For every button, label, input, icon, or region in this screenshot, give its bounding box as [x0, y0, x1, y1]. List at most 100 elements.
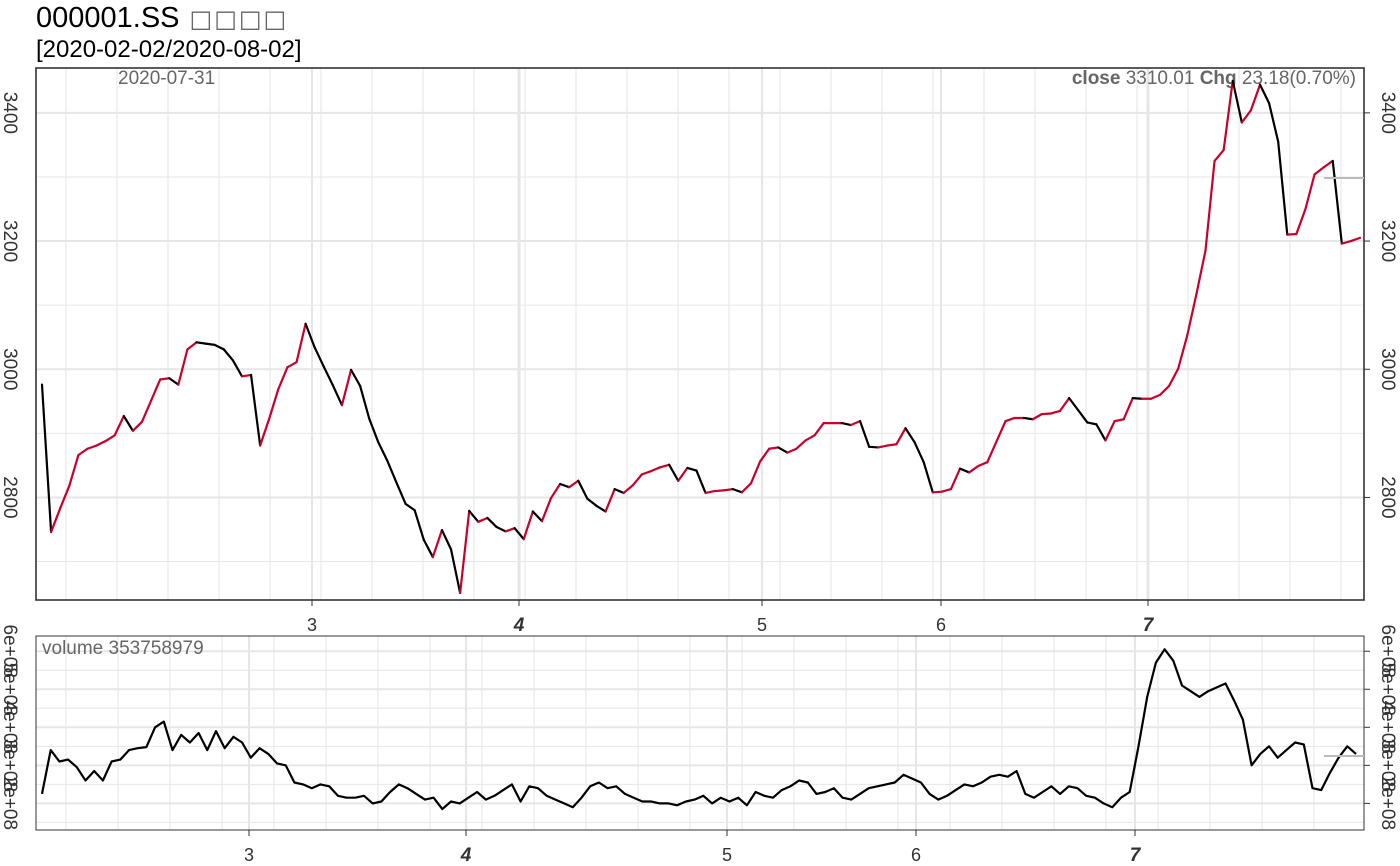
- price-legend: close 3310.01 Chg 23.18(0.70%): [1072, 68, 1356, 89]
- volume-ytick-right-4: 2e+08: [1377, 777, 1398, 830]
- price-segment: [140, 399, 153, 423]
- price-segment: [1295, 207, 1307, 236]
- price-segment: [1204, 159, 1216, 252]
- price-y-axis-right: 2800 3000 3200 3400: [1364, 92, 1398, 519]
- price-ytick-right-2800: 2800: [1377, 476, 1398, 518]
- price-segment: [958, 467, 971, 474]
- price-segment: [477, 516, 489, 523]
- price-segment: [713, 489, 725, 493]
- price-segment: [504, 527, 516, 533]
- price-segment: [1231, 79, 1243, 124]
- price-segment: [131, 420, 144, 432]
- price-segment: [49, 507, 62, 534]
- price-segment: [1040, 412, 1053, 416]
- chg-value: 23.18(0.70%): [1242, 68, 1356, 89]
- price-segment: [468, 509, 480, 523]
- price-series: [40, 79, 1362, 595]
- price-segment: [322, 365, 334, 387]
- price-segment: [977, 461, 989, 468]
- price-segment: [813, 421, 825, 437]
- price-segment: [686, 466, 698, 472]
- volume-series-line: [40, 648, 1357, 811]
- price-segment: [1286, 232, 1298, 236]
- price-ytick-left-3200: 3200: [0, 220, 20, 262]
- price-segment: [86, 444, 98, 450]
- price-segment: [77, 447, 89, 457]
- price-segment: [1131, 396, 1143, 400]
- price-segment: [368, 417, 380, 444]
- price-segment: [295, 322, 307, 364]
- price-segment: [495, 525, 507, 533]
- price-segment: [1158, 384, 1171, 396]
- price-segment: [395, 481, 407, 505]
- price-segment: [858, 420, 871, 448]
- price-segment: [986, 440, 998, 464]
- price-segment: [268, 388, 280, 420]
- price-segment: [804, 434, 816, 442]
- price-segment: [604, 488, 616, 513]
- price-segment: [240, 373, 253, 378]
- price-segment: [777, 446, 789, 454]
- price-segment: [449, 548, 462, 595]
- volume-x-axis: 3 4 5 6 7: [244, 830, 1142, 866]
- price-segment: [749, 460, 762, 485]
- price-segment: [231, 359, 244, 378]
- price-segment: [568, 479, 580, 489]
- price-segment: [1277, 140, 1289, 236]
- price-segment: [331, 384, 344, 407]
- price-segment: [849, 420, 862, 427]
- price-segment: [377, 441, 389, 463]
- price-y-axis-left: 2800 3000 3200 3400: [0, 92, 20, 519]
- chg-label: Chg: [1200, 68, 1237, 89]
- price-segment: [159, 377, 171, 381]
- volume-ytick-right-0: 6e+08: [1377, 625, 1398, 678]
- price-segment: [386, 459, 398, 484]
- price-segment: [622, 484, 634, 495]
- price-segment: [540, 496, 553, 523]
- price-ytick-right-3200: 3200: [1377, 220, 1398, 262]
- price-segment: [995, 420, 1007, 443]
- price-segment: [277, 366, 289, 391]
- price-xtick-4: 4: [513, 615, 525, 636]
- chart-title: 000001.SS □□□□: [36, 2, 288, 35]
- price-segment: [286, 361, 298, 369]
- price-segment: [149, 378, 162, 402]
- volume-xtick-7: 7: [1130, 845, 1142, 866]
- volume-ytick-left-0: 6e+08: [0, 625, 20, 678]
- price-segment: [1222, 79, 1234, 152]
- price-segment: [795, 439, 807, 450]
- price-segment: [304, 322, 316, 349]
- price-xtick-7: 7: [1143, 615, 1155, 636]
- price-segment: [1240, 109, 1253, 124]
- price-xtick-5: 5: [757, 615, 767, 635]
- price-segment: [658, 463, 671, 469]
- price-ytick-right-3000: 3000: [1377, 348, 1398, 390]
- price-segment: [1049, 409, 1062, 415]
- price-segment: [1322, 159, 1334, 169]
- volume-ytick-right-3: 3e+08: [1377, 739, 1398, 792]
- price-segment: [559, 482, 571, 489]
- price-segment: [1113, 418, 1125, 423]
- price-segment: [740, 482, 753, 494]
- price-segment: [404, 502, 416, 512]
- volume-xtick-5: 5: [722, 845, 732, 865]
- price-segment: [722, 488, 734, 492]
- price-segment: [1149, 393, 1162, 400]
- price-segment: [649, 466, 662, 473]
- price-segment: [668, 463, 680, 482]
- price-segment: [1168, 367, 1180, 388]
- price-segment: [886, 443, 898, 447]
- volume-grid: [36, 636, 1364, 830]
- price-segment: [40, 383, 53, 534]
- price-segment: [68, 454, 80, 488]
- price-segment: [931, 490, 943, 494]
- price-ytick-right-3400: 3400: [1377, 92, 1398, 134]
- close-label: close: [1072, 68, 1121, 89]
- price-segment: [631, 473, 644, 487]
- price-segment: [913, 441, 925, 464]
- price-segment: [1213, 148, 1225, 163]
- price-segment: [431, 529, 444, 559]
- price-segment: [531, 510, 544, 523]
